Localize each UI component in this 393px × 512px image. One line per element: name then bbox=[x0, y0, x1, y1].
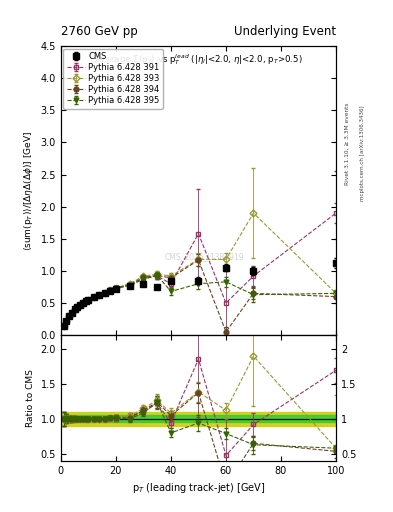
Y-axis label: Ratio to CMS: Ratio to CMS bbox=[26, 369, 35, 427]
Y-axis label: $\langle$sum(p$_T$)$\rangle$/[$\Delta\eta\Delta(\Delta\phi)$] [GeV]: $\langle$sum(p$_T$)$\rangle$/[$\Delta\et… bbox=[22, 131, 35, 251]
Text: Underlying Event: Underlying Event bbox=[234, 26, 336, 38]
X-axis label: p$_T$ (leading track-jet) [GeV]: p$_T$ (leading track-jet) [GeV] bbox=[132, 481, 265, 495]
Text: Rivet 3.1.10, ≥ 3.3M events: Rivet 3.1.10, ≥ 3.3M events bbox=[345, 102, 350, 185]
Text: CMS_2015_I1384919: CMS_2015_I1384919 bbox=[164, 252, 244, 262]
Legend: CMS, Pythia 6.428 391, Pythia 6.428 393, Pythia 6.428 394, Pythia 6.428 395: CMS, Pythia 6.428 391, Pythia 6.428 393,… bbox=[63, 49, 163, 109]
Text: mcplots.cern.ch [arXiv:1306.3436]: mcplots.cern.ch [arXiv:1306.3436] bbox=[360, 106, 365, 201]
Text: 2760 GeV pp: 2760 GeV pp bbox=[61, 26, 138, 38]
Text: Average $\Sigma$(p$_T$) vs p$_T^{lead}$ ($|\eta_l|$<2.0, $\eta|$<2.0, p$_T$>0.5): Average $\Sigma$(p$_T$) vs p$_T^{lead}$ … bbox=[94, 52, 303, 67]
